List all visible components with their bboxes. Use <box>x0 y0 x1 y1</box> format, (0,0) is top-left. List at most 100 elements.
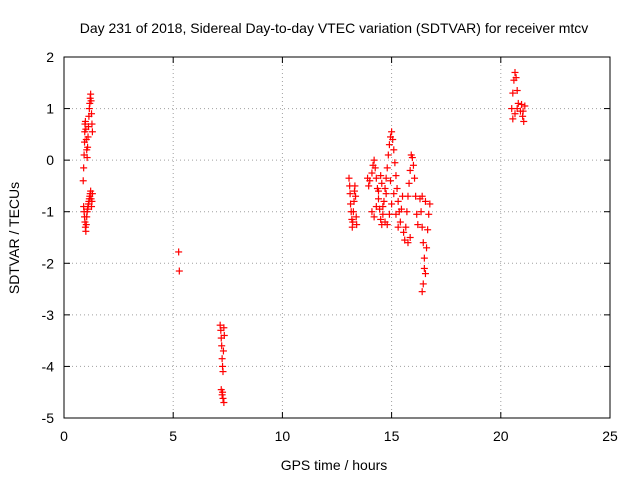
data-point <box>83 154 91 162</box>
data-point <box>88 128 96 136</box>
tick-labels: 0 5 10 15 20 25 -5 -4 -3 -2 -1 0 1 2 <box>42 49 618 444</box>
data-point <box>346 190 354 198</box>
data-point <box>419 280 427 288</box>
data-point <box>420 264 428 272</box>
data-point <box>82 227 90 235</box>
data-point <box>349 218 357 226</box>
data-point <box>79 177 87 185</box>
data-point <box>406 234 414 241</box>
data-point <box>396 218 404 226</box>
data-point <box>418 192 426 200</box>
data-point <box>417 208 425 216</box>
data-point <box>520 117 528 125</box>
x-axis-label: GPS time / hours <box>281 457 388 473</box>
data-point <box>409 161 417 169</box>
data-point <box>349 208 357 216</box>
data-point <box>418 288 426 296</box>
data-point <box>87 90 95 98</box>
axis-ticks <box>63 56 611 419</box>
data-point <box>88 110 96 118</box>
y-tick-label: -3 <box>42 307 55 323</box>
data-point <box>404 239 412 247</box>
data-point <box>392 210 400 218</box>
data-point <box>88 190 96 198</box>
data-point <box>353 221 361 229</box>
data-point <box>400 228 408 236</box>
data-point <box>374 195 382 203</box>
data-point <box>216 321 224 329</box>
data-point <box>88 197 96 205</box>
data-point <box>370 213 378 221</box>
data-point <box>351 182 359 190</box>
data-point <box>394 197 402 205</box>
data-point <box>385 141 393 149</box>
data-points <box>79 68 529 407</box>
data-point <box>88 120 96 128</box>
data-point <box>397 205 405 213</box>
data-point <box>390 146 398 154</box>
data-point <box>220 399 228 407</box>
data-point <box>518 100 526 108</box>
y-tick-label: 2 <box>46 49 54 65</box>
data-point <box>512 74 520 82</box>
data-point <box>412 192 420 200</box>
x-tick-label: 15 <box>384 428 400 444</box>
data-point <box>421 270 429 278</box>
data-point <box>379 203 387 211</box>
data-point <box>411 174 419 182</box>
data-point <box>383 221 391 229</box>
data-point <box>408 154 416 162</box>
data-point <box>414 221 422 229</box>
x-tick-label: 20 <box>493 428 509 444</box>
data-point <box>350 197 358 205</box>
data-point <box>392 172 400 180</box>
data-point <box>352 192 360 200</box>
data-point <box>374 187 382 195</box>
data-point <box>87 97 95 105</box>
data-point <box>511 68 519 76</box>
data-point <box>385 210 393 218</box>
data-point <box>389 136 397 144</box>
y-tick-label: 0 <box>46 152 54 168</box>
data-point <box>425 210 433 218</box>
data-point <box>404 192 412 200</box>
data-point <box>519 107 527 115</box>
plot-frame <box>63 56 611 419</box>
data-point <box>377 215 385 223</box>
data-point <box>388 200 396 208</box>
data-point <box>384 151 392 159</box>
data-point <box>379 210 387 218</box>
data-point <box>514 99 522 107</box>
data-point <box>420 254 428 262</box>
data-point <box>413 210 421 218</box>
data-point <box>84 143 92 151</box>
x-tick-label: 5 <box>169 428 177 444</box>
data-point <box>81 117 89 125</box>
data-point <box>424 226 432 234</box>
data-point <box>345 174 353 182</box>
data-point <box>352 213 360 221</box>
data-point <box>82 221 90 229</box>
chart-title: Day 231 of 2018, Sidereal Day-to-day VTE… <box>80 20 589 36</box>
data-point <box>372 174 380 182</box>
y-tick-label: -5 <box>42 410 55 426</box>
data-point <box>368 169 376 177</box>
data-point <box>372 203 380 211</box>
data-point <box>365 182 373 190</box>
data-point <box>509 89 517 97</box>
data-point <box>403 208 411 216</box>
data-point <box>220 331 228 339</box>
data-point <box>175 248 183 256</box>
y-axis-label: SDTVAR / TECUs <box>6 182 22 294</box>
data-point <box>382 174 390 182</box>
data-point <box>220 324 228 332</box>
data-point <box>402 223 410 231</box>
data-point <box>511 110 519 118</box>
data-point <box>426 200 434 208</box>
data-point <box>391 159 399 167</box>
data-point <box>368 208 376 216</box>
data-point <box>219 347 227 355</box>
data-point <box>219 394 227 402</box>
